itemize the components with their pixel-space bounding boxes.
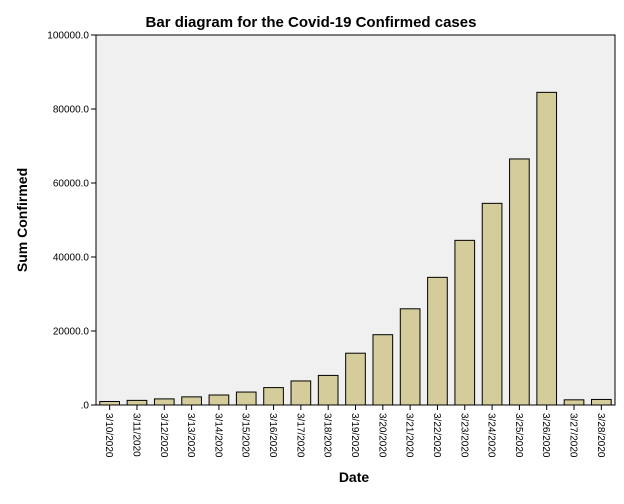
x-tick-label: 3/14/2020 [212,413,223,458]
x-tick-label: 3/15/2020 [240,413,251,458]
bar [181,396,202,406]
x-tick-label: 3/20/2020 [376,413,387,458]
bar [126,399,148,406]
y-tick-label: .0 [81,401,90,412]
x-tick-label: 3/10/2020 [103,413,114,458]
x-tick-label: 3/21/2020 [404,413,415,458]
bar [263,387,284,406]
x-tick-label: 3/25/2020 [513,413,524,458]
x-axis: 3/10/2020 3/11/2020 3/12/2020 3/13/2020 3/14… [103,405,606,458]
bar [372,334,394,406]
x-tick-label: 3/17/2020 [294,413,305,458]
x-tick-label: 3/24/2020 [486,413,497,458]
bar [208,394,230,406]
y-tick-label: 40000.0 [53,253,90,264]
bar [345,352,366,406]
x-tick-label: 3/12/2020 [158,413,169,458]
bar [99,400,120,406]
y-tick-label: 20000.0 [53,327,90,338]
x-tick-label: 3/23/2020 [458,413,469,458]
chart-title: Bar diagram for the Covid-19 Confirmed c… [146,14,477,31]
bar [536,91,558,406]
bar [563,399,585,406]
x-axis-label: Date [339,469,370,485]
bar [317,374,339,406]
bar [153,398,175,406]
x-tick-label: 3/13/2020 [185,413,196,458]
x-tick-label: 3/22/2020 [431,413,442,458]
bar [454,239,476,406]
x-tick-label: 3/28/2020 [595,413,606,458]
bar [290,380,312,406]
x-tick-label: 3/11/2020 [130,413,141,457]
bars [99,91,612,406]
bar [427,276,448,406]
bar [235,391,257,406]
y-tick-label: 80000.0 [53,105,90,116]
bar [509,158,530,406]
y-axis: .0 20000.0 40000.0 60000.0 80000.0 100000.0 [47,31,96,412]
bar [591,398,612,406]
x-tick-label: 3/16/2020 [267,413,278,458]
x-tick-label: 3/18/2020 [322,413,333,458]
bar [399,308,421,406]
x-tick-label: 3/19/2020 [349,413,360,458]
bar [481,202,503,406]
x-tick-label: 3/27/2020 [568,413,579,458]
y-axis-label: Sum Confirmed [14,168,30,272]
y-tick-label: 100000.0 [47,31,89,42]
y-tick-label: 60000.0 [53,179,90,190]
x-tick-label: 3/26/2020 [540,413,551,458]
